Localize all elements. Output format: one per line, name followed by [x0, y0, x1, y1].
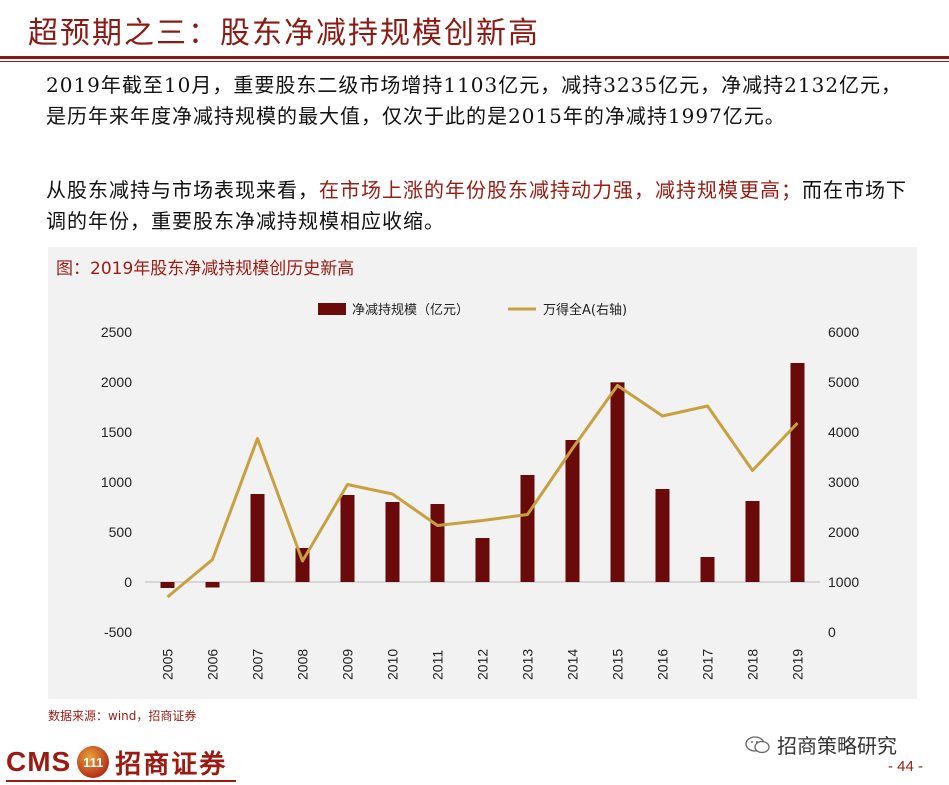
- y-left-tick-label: 1500: [101, 424, 132, 440]
- x-tick-label: 2005: [160, 649, 176, 680]
- y-left-tick-label: 0: [124, 574, 132, 590]
- y-right-tick-label: 1000: [828, 574, 859, 590]
- x-tick-label: 2018: [745, 649, 761, 680]
- bar: [160, 582, 175, 588]
- legend-label-line: 万得全A(右轴): [543, 302, 627, 318]
- x-tick-label: 2008: [295, 649, 311, 680]
- legend-label-bar: 净减持规模（亿元）: [352, 303, 469, 318]
- title-rule-thin: [0, 61, 949, 62]
- bar: [475, 538, 490, 582]
- bar: [205, 582, 220, 588]
- bar: [385, 502, 400, 582]
- legend-swatch-bar: [318, 303, 346, 315]
- watermark-text: 招商策略研究: [777, 734, 897, 758]
- source-note: 数据来源：wind，招商证券: [48, 709, 197, 723]
- wechat-icon: [745, 735, 771, 755]
- bar: [430, 504, 445, 582]
- x-tick-label: 2009: [340, 649, 356, 680]
- company-logo: CMS 111 招商证券: [6, 742, 227, 782]
- paragraph-2: 从股东减持与市场表现来看，在市场上涨的年份股东减持动力强，减持规模更高；而在市场…: [46, 175, 916, 237]
- logo-text-en: CMS: [6, 746, 72, 777]
- bar: [745, 501, 760, 582]
- figure-caption: 图：2019年股东净减持规模创历史新高: [56, 259, 355, 279]
- bar: [655, 489, 670, 582]
- watermark: 招商策略研究: [745, 730, 897, 759]
- line-series-wind-a: [166, 384, 799, 599]
- x-tick-label: 2012: [475, 649, 491, 680]
- paragraph-2-rest: 而在市场下调的年份，重要股东净减持规模相应收缩。: [46, 178, 907, 233]
- y-left-tick-label: 1000: [101, 474, 132, 490]
- bar: [250, 494, 265, 582]
- paragraph-2-highlight: 在市场上涨的年份股东减持动力强，减持规模更高；: [319, 178, 802, 202]
- y-right-tick-label: 3000: [828, 474, 859, 490]
- bar: [565, 440, 580, 582]
- page-number: - 44 -: [888, 758, 924, 775]
- y-right-tick-label: 2000: [828, 524, 859, 540]
- x-tick-label: 2007: [250, 649, 266, 680]
- y-left-tick-label: 2000: [101, 374, 132, 390]
- chart-panel: [48, 247, 917, 699]
- x-tick-label: 2013: [520, 649, 536, 680]
- paragraph-1: 2019年截至10月，重要股东二级市场增持1103亿元，减持3235亿元，净减持…: [46, 73, 903, 128]
- bar: [610, 382, 625, 582]
- bar: [520, 475, 535, 582]
- bar: [790, 363, 805, 582]
- bar: [700, 557, 715, 582]
- x-tick-label: 2010: [385, 649, 401, 680]
- y-right-tick-label: 0: [828, 624, 836, 640]
- y-left-tick-label: 2500: [101, 324, 132, 340]
- logo-underline: [6, 780, 236, 782]
- x-tick-label: 2017: [700, 649, 716, 680]
- y-left-tick-label: 500: [109, 524, 133, 540]
- x-tick-label: 2015: [610, 649, 626, 680]
- paragraph-2-plain: 从股东减持与市场表现来看，: [46, 178, 319, 202]
- y-left-tick-label: -500: [104, 624, 132, 640]
- x-tick-label: 2016: [655, 649, 671, 680]
- x-tick-label: 2011: [430, 650, 446, 680]
- x-tick-label: 2014: [565, 649, 581, 680]
- logo-text-cn: 招商证券: [115, 749, 228, 780]
- x-tick-label: 2019: [790, 649, 806, 680]
- bar: [340, 495, 355, 582]
- slide-title: 超预期之三：股东净减持规模创新高: [28, 16, 540, 51]
- title-rule: [0, 56, 949, 59]
- y-right-tick-label: 4000: [828, 424, 859, 440]
- x-tick-label: 2006: [205, 649, 221, 680]
- y-right-tick-label: 5000: [828, 374, 859, 390]
- logo-badge-icon: 111: [77, 746, 110, 778]
- y-right-tick-label: 6000: [828, 324, 859, 340]
